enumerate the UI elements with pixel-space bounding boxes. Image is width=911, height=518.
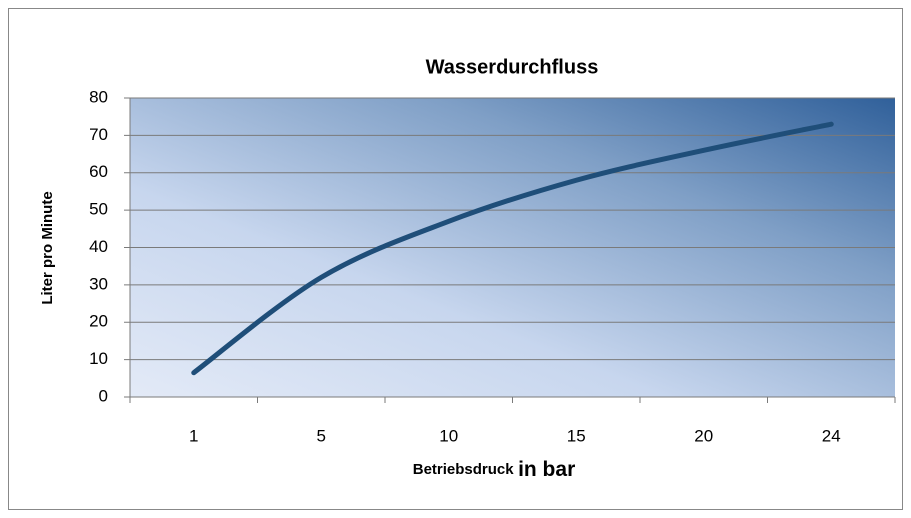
y-tick-label: 10 [89, 349, 108, 368]
x-tick-label: 15 [567, 426, 586, 445]
x-axis-label-part: Betriebsdruck [413, 461, 515, 478]
x-axis-label: Betriebsdruck in bar [413, 458, 576, 481]
x-tick-label: 1 [189, 426, 198, 445]
y-tick-label: 20 [89, 312, 108, 331]
chart-title: Wasserdurchfluss [426, 56, 599, 78]
y-tick-label: 30 [89, 274, 108, 293]
y-tick-label: 0 [99, 386, 108, 405]
y-tick-label: 50 [89, 200, 108, 219]
y-tick-label: 80 [89, 87, 108, 106]
x-tick-label: 5 [317, 426, 326, 445]
y-tick-label: 60 [89, 162, 108, 181]
x-tick-label: 24 [822, 426, 841, 445]
data-line [191, 121, 834, 376]
y-axis-label: Liter pro Minute [39, 191, 56, 304]
x-tick-label: 10 [439, 426, 458, 445]
x-axis-label-part: in bar [518, 458, 575, 481]
x-tick-label: 20 [694, 426, 713, 445]
y-tick-label: 70 [89, 125, 108, 144]
y-tick-label: 40 [89, 237, 108, 256]
